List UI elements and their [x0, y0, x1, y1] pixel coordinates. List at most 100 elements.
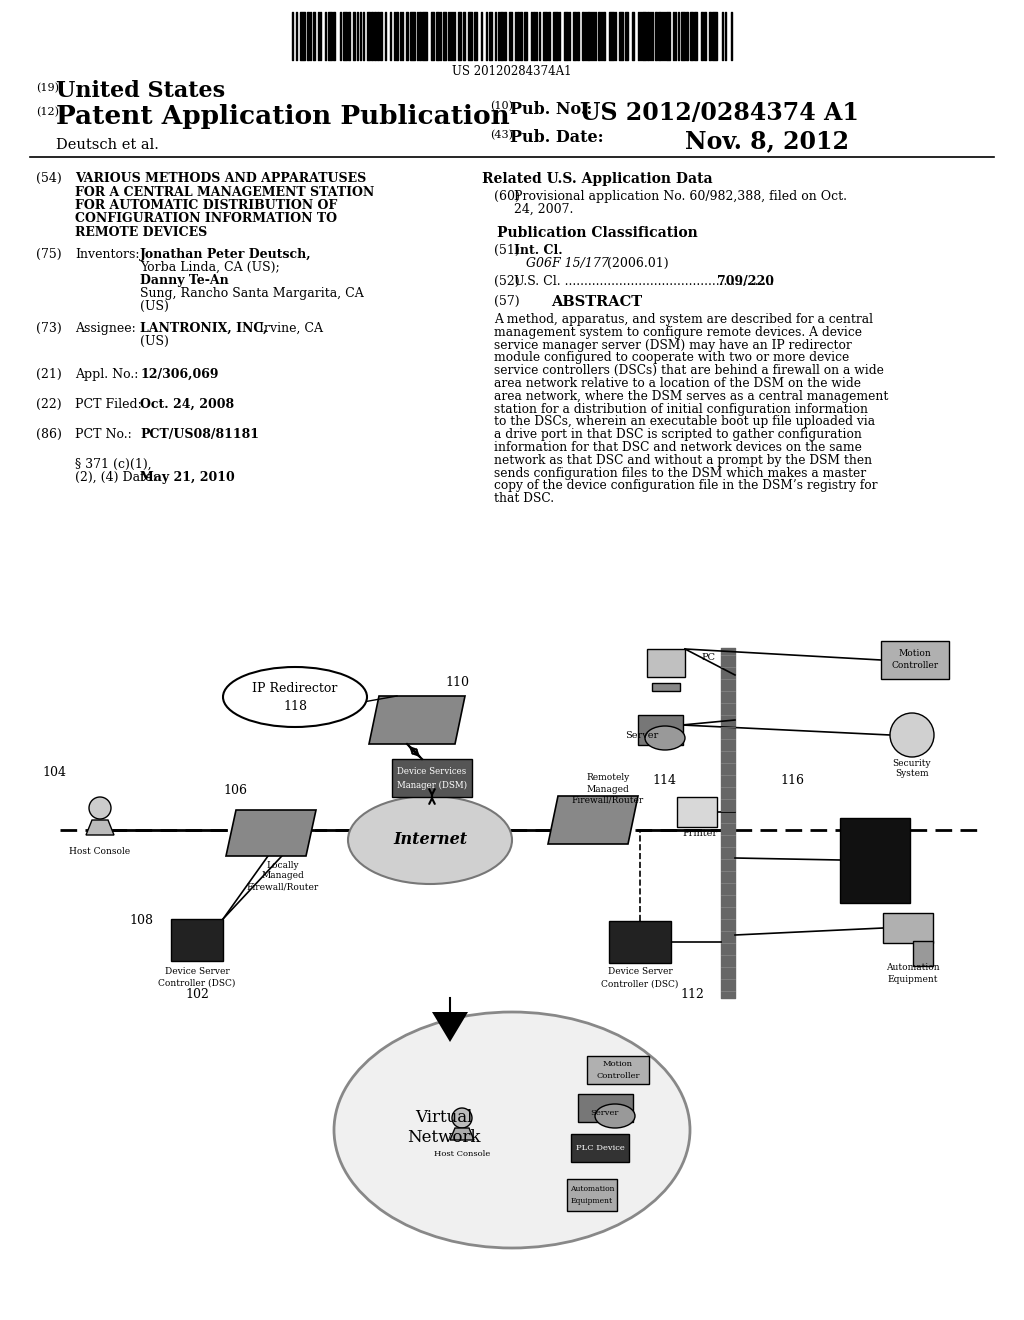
- Ellipse shape: [348, 796, 512, 884]
- Bar: [638, 715, 683, 744]
- Text: Host Console: Host Console: [434, 1150, 490, 1158]
- Ellipse shape: [89, 797, 111, 818]
- Text: Virtual: Virtual: [416, 1110, 473, 1126]
- Text: a drive port in that DSC is scripted to gather configuration: a drive port in that DSC is scripted to …: [494, 428, 862, 441]
- Text: Printer: Printer: [682, 829, 717, 838]
- Text: (52): (52): [494, 275, 519, 288]
- Text: Motion: Motion: [603, 1060, 633, 1068]
- Bar: [578, 1094, 633, 1122]
- Text: to the DSCs, wherein an executable boot up file uploaded via: to the DSCs, wherein an executable boot …: [494, 416, 876, 429]
- Ellipse shape: [595, 1104, 635, 1129]
- Text: 108: 108: [129, 913, 153, 927]
- Bar: [652, 682, 680, 690]
- Text: United States: United States: [56, 81, 225, 102]
- Text: IP Redirector: IP Redirector: [252, 682, 338, 696]
- Text: US 20120284374A1: US 20120284374A1: [453, 65, 571, 78]
- Text: Server: Server: [625, 730, 658, 739]
- Text: Security: Security: [893, 759, 931, 767]
- Text: Provisional application No. 60/982,388, filed on Oct.: Provisional application No. 60/982,388, …: [514, 190, 847, 203]
- Polygon shape: [226, 810, 316, 855]
- Text: (21): (21): [36, 368, 61, 381]
- Text: Internet: Internet: [393, 832, 467, 849]
- Text: that DSC.: that DSC.: [494, 492, 554, 506]
- Text: PLC Device: PLC Device: [851, 906, 908, 915]
- Bar: [567, 1179, 617, 1210]
- Bar: [171, 919, 223, 961]
- Text: 110: 110: [445, 676, 469, 689]
- Text: service controllers (DSCs) that are behind a firewall on a wide: service controllers (DSCs) that are behi…: [494, 364, 884, 378]
- Text: copy of the device configuration file in the DSM’s registry for: copy of the device configuration file in…: [494, 479, 878, 492]
- Text: Host Console: Host Console: [70, 847, 131, 857]
- Bar: [392, 759, 472, 797]
- Text: Device Services: Device Services: [397, 767, 467, 776]
- Text: (2), (4) Date:: (2), (4) Date:: [75, 471, 157, 484]
- Text: PCT/US08/81181: PCT/US08/81181: [140, 428, 259, 441]
- Text: 116: 116: [780, 774, 804, 787]
- Text: Automation: Automation: [569, 1185, 614, 1193]
- Text: Pub. No.:: Pub. No.:: [510, 102, 592, 117]
- Text: 118: 118: [283, 700, 307, 713]
- Text: module configured to cooperate with two or more device: module configured to cooperate with two …: [494, 351, 849, 364]
- Text: U.S. Cl. ......................................................: U.S. Cl. ...............................…: [514, 275, 774, 288]
- Text: FOR A CENTRAL MANAGEMENT STATION: FOR A CENTRAL MANAGEMENT STATION: [75, 186, 374, 198]
- Text: 114: 114: [652, 774, 676, 787]
- Text: Sung, Rancho Santa Margarita, CA: Sung, Rancho Santa Margarita, CA: [140, 286, 364, 300]
- Text: PLC Device: PLC Device: [575, 1144, 625, 1152]
- Text: Firewall/Router: Firewall/Router: [247, 883, 319, 891]
- Text: Remotely: Remotely: [587, 774, 630, 783]
- Text: FOR AUTOMATIC DISTRIBUTION OF: FOR AUTOMATIC DISTRIBUTION OF: [75, 199, 337, 213]
- Ellipse shape: [890, 713, 934, 756]
- Text: ABSTRACT: ABSTRACT: [552, 294, 643, 309]
- Text: Server: Server: [590, 1109, 618, 1117]
- Text: US 2012/0284374 A1: US 2012/0284374 A1: [580, 102, 859, 125]
- Text: REMOTE DEVICES: REMOTE DEVICES: [75, 226, 207, 239]
- Text: 112: 112: [680, 987, 703, 1001]
- Text: Managed: Managed: [261, 871, 304, 880]
- Text: Network: Network: [408, 1130, 480, 1147]
- Text: Equipment: Equipment: [571, 1197, 613, 1205]
- Text: Managed: Managed: [587, 784, 630, 793]
- Bar: [840, 817, 910, 903]
- Ellipse shape: [223, 667, 367, 727]
- Text: (54): (54): [36, 172, 61, 185]
- Text: network as that DSC and without a prompt by the DSM then: network as that DSC and without a prompt…: [494, 454, 872, 467]
- Text: Device Server: Device Server: [607, 968, 673, 977]
- Text: Automation: Automation: [886, 964, 940, 973]
- Text: Deutsch et al.: Deutsch et al.: [56, 139, 159, 152]
- Text: management system to configure remote devices. A device: management system to configure remote de…: [494, 326, 862, 339]
- Text: PCT No.:: PCT No.:: [75, 428, 132, 441]
- Text: Danny Te-An: Danny Te-An: [140, 275, 228, 286]
- Text: Int. Cl.: Int. Cl.: [514, 244, 562, 257]
- Bar: [913, 940, 933, 965]
- Text: 12/306,069: 12/306,069: [140, 368, 218, 381]
- Text: 102: 102: [185, 989, 209, 1002]
- Bar: [677, 797, 717, 828]
- Bar: [881, 642, 949, 678]
- Text: Related U.S. Application Data: Related U.S. Application Data: [481, 172, 713, 186]
- Text: Yorba Linda, CA (US);: Yorba Linda, CA (US);: [140, 261, 280, 275]
- Text: Equipment: Equipment: [888, 974, 938, 983]
- Text: PCT Filed:: PCT Filed:: [75, 399, 141, 411]
- Text: 24, 2007.: 24, 2007.: [514, 203, 573, 216]
- Ellipse shape: [452, 1107, 472, 1129]
- Text: Firewall/Router: Firewall/Router: [571, 796, 644, 804]
- Text: (12): (12): [36, 107, 59, 117]
- Polygon shape: [548, 796, 638, 843]
- Polygon shape: [432, 1012, 468, 1041]
- Text: 106: 106: [223, 784, 247, 796]
- Text: (60): (60): [494, 190, 520, 203]
- Text: PC: PC: [701, 653, 715, 663]
- Text: Irvine, CA: Irvine, CA: [255, 322, 323, 335]
- Ellipse shape: [334, 1012, 690, 1247]
- Text: Controller (DSC): Controller (DSC): [601, 979, 679, 989]
- Bar: [883, 913, 933, 942]
- Text: (US): (US): [140, 300, 169, 313]
- Text: Controller: Controller: [892, 661, 939, 671]
- Text: station for a distribution of initial configuration information: station for a distribution of initial co…: [494, 403, 868, 416]
- Bar: [609, 921, 671, 964]
- Text: area network, where the DSM serves as a central management: area network, where the DSM serves as a …: [494, 389, 889, 403]
- Polygon shape: [86, 820, 114, 836]
- Text: Publication Classification: Publication Classification: [497, 226, 697, 240]
- Ellipse shape: [645, 726, 685, 750]
- Text: Device Server: Device Server: [165, 968, 229, 977]
